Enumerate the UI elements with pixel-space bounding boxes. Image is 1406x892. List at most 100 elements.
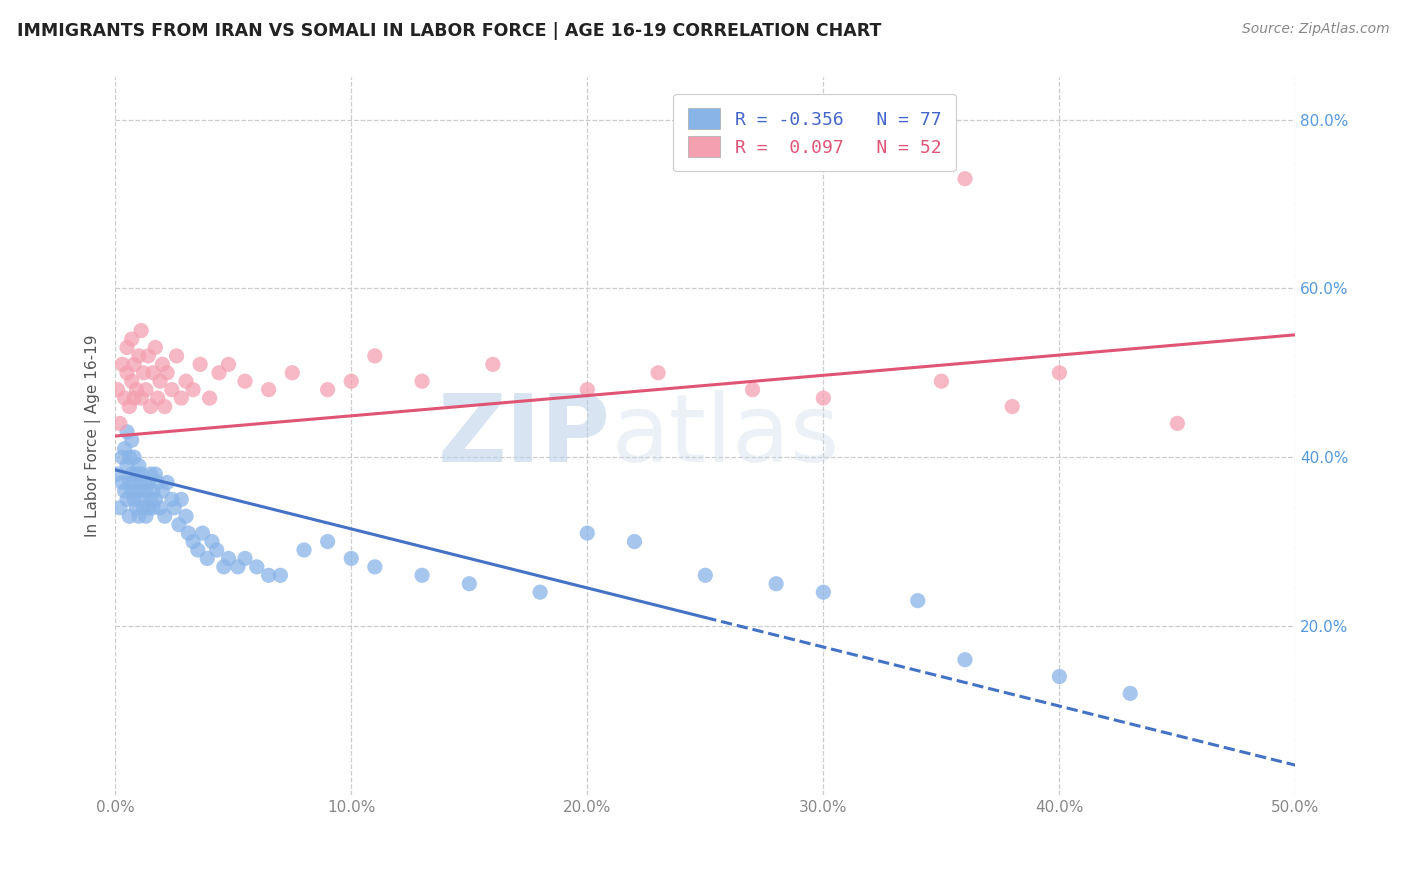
Point xyxy=(149,500,172,515)
Point xyxy=(160,492,183,507)
Point xyxy=(115,458,138,473)
Point xyxy=(121,374,143,388)
Point xyxy=(246,559,269,574)
Point xyxy=(167,517,190,532)
Point xyxy=(198,391,221,405)
Point xyxy=(146,391,169,405)
Point xyxy=(128,458,150,473)
Point xyxy=(953,171,976,186)
Point xyxy=(364,559,387,574)
Point xyxy=(129,391,152,405)
Point xyxy=(907,593,929,607)
Point xyxy=(181,534,204,549)
Point xyxy=(218,551,240,566)
Point xyxy=(340,374,363,388)
Point xyxy=(1119,686,1142,700)
Point xyxy=(177,526,200,541)
Point xyxy=(136,475,159,490)
Point xyxy=(953,653,976,667)
Point xyxy=(132,500,155,515)
Point xyxy=(364,349,387,363)
Point xyxy=(233,551,256,566)
Point xyxy=(233,374,256,388)
Point xyxy=(149,374,172,388)
Point xyxy=(281,366,304,380)
Point xyxy=(108,417,131,431)
Point xyxy=(212,559,235,574)
Point xyxy=(257,383,280,397)
Point xyxy=(576,526,599,541)
Point xyxy=(114,483,136,498)
Text: atlas: atlas xyxy=(610,390,839,482)
Point xyxy=(292,543,315,558)
Point xyxy=(129,492,152,507)
Point xyxy=(153,400,176,414)
Point xyxy=(813,391,835,405)
Point xyxy=(160,383,183,397)
Point xyxy=(135,509,157,524)
Point xyxy=(152,483,174,498)
Point xyxy=(114,391,136,405)
Point xyxy=(143,492,166,507)
Text: ZIP: ZIP xyxy=(439,390,610,482)
Point xyxy=(122,391,145,405)
Point xyxy=(139,467,162,481)
Point xyxy=(115,492,138,507)
Point xyxy=(765,576,787,591)
Point xyxy=(316,534,339,549)
Point xyxy=(125,467,148,481)
Point xyxy=(647,366,669,380)
Point xyxy=(741,383,763,397)
Point xyxy=(411,374,433,388)
Y-axis label: In Labor Force | Age 16-19: In Labor Force | Age 16-19 xyxy=(86,334,101,537)
Point xyxy=(143,341,166,355)
Point xyxy=(316,383,339,397)
Point xyxy=(135,483,157,498)
Point xyxy=(813,585,835,599)
Point xyxy=(576,383,599,397)
Text: Source: ZipAtlas.com: Source: ZipAtlas.com xyxy=(1241,22,1389,37)
Point xyxy=(187,543,209,558)
Text: IMMIGRANTS FROM IRAN VS SOMALI IN LABOR FORCE | AGE 16-19 CORRELATION CHART: IMMIGRANTS FROM IRAN VS SOMALI IN LABOR … xyxy=(17,22,882,40)
Point xyxy=(107,383,129,397)
Point xyxy=(208,366,231,380)
Point xyxy=(135,383,157,397)
Point xyxy=(129,324,152,338)
Point xyxy=(1047,366,1070,380)
Point xyxy=(108,500,131,515)
Point xyxy=(114,442,136,456)
Point xyxy=(340,551,363,566)
Point xyxy=(166,349,188,363)
Point xyxy=(195,551,218,566)
Point xyxy=(1047,669,1070,683)
Point xyxy=(181,383,204,397)
Point xyxy=(122,357,145,371)
Point xyxy=(128,349,150,363)
Point xyxy=(111,450,134,465)
Point xyxy=(201,534,224,549)
Point xyxy=(121,434,143,448)
Point xyxy=(623,534,645,549)
Point xyxy=(118,400,141,414)
Point xyxy=(188,357,211,371)
Point xyxy=(125,383,148,397)
Point xyxy=(132,366,155,380)
Point xyxy=(115,425,138,439)
Point xyxy=(121,467,143,481)
Point xyxy=(129,467,152,481)
Point xyxy=(218,357,240,371)
Point xyxy=(191,526,214,541)
Point xyxy=(205,543,228,558)
Point xyxy=(139,400,162,414)
Point xyxy=(122,475,145,490)
Point xyxy=(128,509,150,524)
Point xyxy=(174,509,197,524)
Point xyxy=(142,483,165,498)
Point xyxy=(170,492,193,507)
Point xyxy=(411,568,433,582)
Point xyxy=(142,366,165,380)
Point xyxy=(122,492,145,507)
Point xyxy=(482,357,505,371)
Point xyxy=(156,475,179,490)
Point xyxy=(121,332,143,346)
